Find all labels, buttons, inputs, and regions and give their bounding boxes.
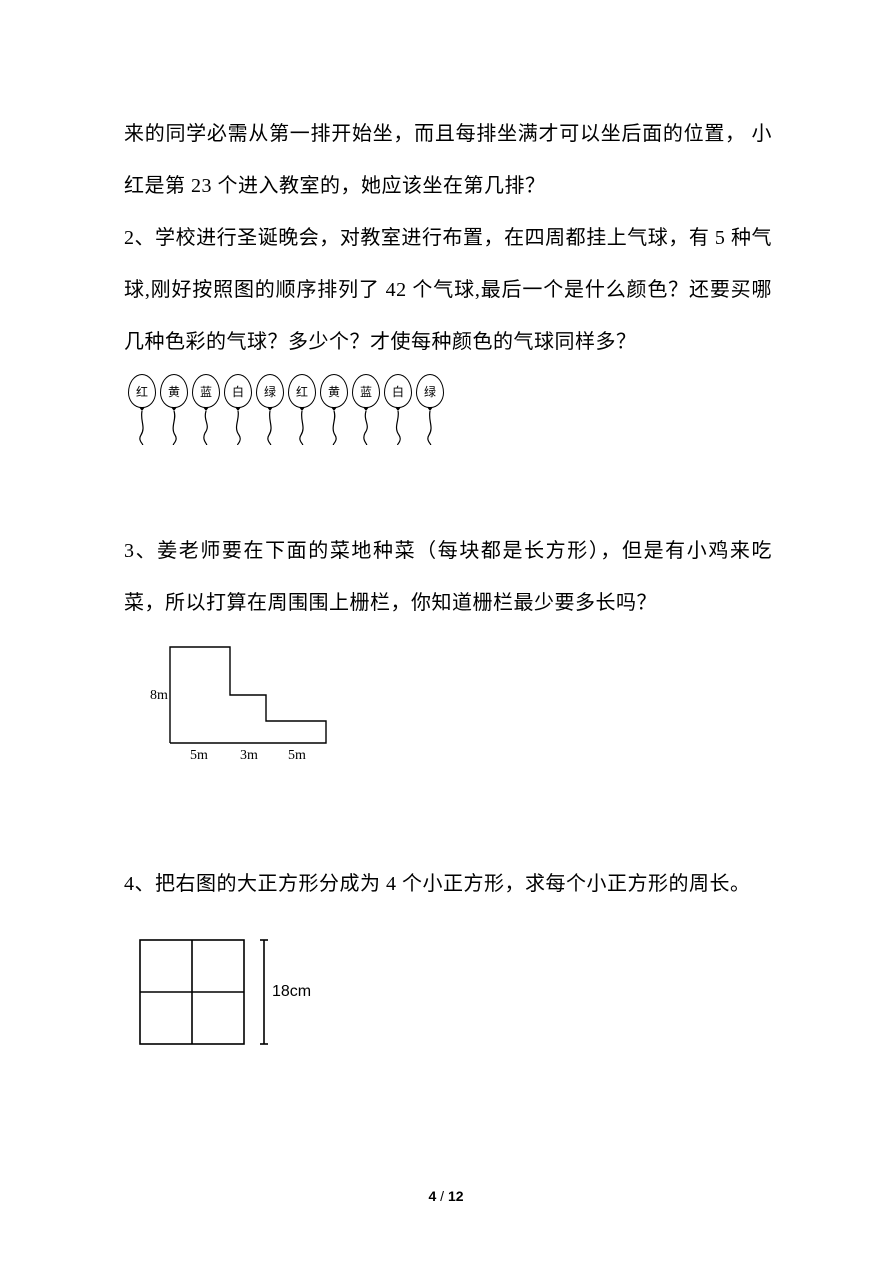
balloon-string (135, 411, 149, 445)
footer-sep: / (436, 1188, 448, 1204)
balloon-string (327, 411, 341, 445)
paragraph-1-continued: 来的同学必需从第一排开始坐，而且每排坐满才可以坐后面的位置， 小红是第 23 个… (124, 108, 772, 212)
balloon: 蓝 (350, 374, 382, 445)
balloon-head: 白 (384, 374, 412, 408)
balloon-head: 红 (128, 374, 156, 408)
balloon: 绿 (414, 374, 446, 445)
balloon-head: 红 (288, 374, 316, 408)
question-2: 2、学校进行圣诞晚会，对教室进行布置，在四周都挂上气球，有 5 种气球,刚好按照… (124, 212, 772, 368)
balloon-head: 黄 (160, 374, 188, 408)
balloon: 红 (126, 374, 158, 445)
label-3m: 3m (240, 748, 258, 763)
balloon-head: 绿 (256, 374, 284, 408)
balloon: 蓝 (190, 374, 222, 445)
step-outline (170, 647, 326, 743)
balloon-head: 蓝 (352, 374, 380, 408)
balloon: 白 (382, 374, 414, 445)
p1-line1: 来的同学必需从第一排开始坐，而且每排坐满才可以坐后面的位置， (124, 123, 746, 145)
balloon: 红 (286, 374, 318, 445)
balloon: 绿 (254, 374, 286, 445)
balloon-string (263, 411, 277, 445)
balloon-string (199, 411, 213, 445)
balloon-head: 黄 (320, 374, 348, 408)
label-8m: 8m (150, 688, 168, 703)
balloon-string (295, 411, 309, 445)
label-5m-right: 5m (288, 748, 306, 763)
question-3: 3、姜老师要在下面的菜地种菜（每块都是长方形），但是有小鸡来吃菜，所以打算在周围… (124, 525, 772, 629)
balloon: 白 (222, 374, 254, 445)
square-4-parts-figure: 18cm (130, 934, 772, 1059)
balloon: 黄 (158, 374, 190, 445)
step-shape-figure: 8m 5m 3m 5m (130, 633, 772, 768)
balloon-string (391, 411, 405, 445)
question-4: 4、把右图的大正方形分成为 4 个小正方形，求每个小正方形的周长。 (124, 858, 772, 910)
balloon: 黄 (318, 374, 350, 445)
label-18cm: 18cm (272, 983, 311, 1000)
page-footer: 4 / 12 (0, 1188, 892, 1204)
balloon-string (231, 411, 245, 445)
balloon-head: 蓝 (192, 374, 220, 408)
balloon-string (359, 411, 373, 445)
balloon-head: 绿 (416, 374, 444, 408)
balloon-string (423, 411, 437, 445)
balloons-figure: 红黄蓝白绿红黄蓝白绿 (126, 374, 772, 445)
balloon-string (167, 411, 181, 445)
footer-total: 12 (448, 1188, 464, 1204)
label-5m-left: 5m (190, 748, 208, 763)
balloon-head: 白 (224, 374, 252, 408)
